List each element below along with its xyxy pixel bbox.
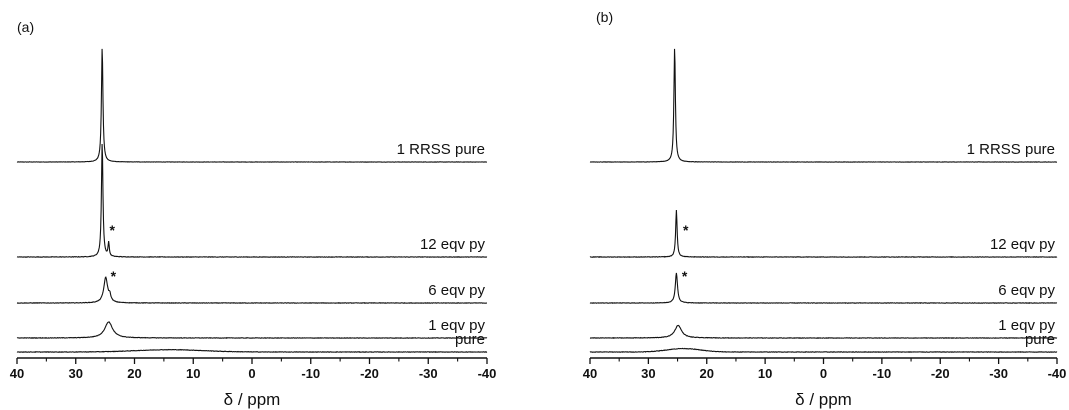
trace-label: 1 eqv py (998, 317, 1055, 334)
trace-label: pure (455, 331, 485, 348)
x-tick-label: 40 (583, 366, 597, 381)
spectrum-trace (16, 321, 488, 339)
trace-label: pure (1025, 331, 1055, 348)
x-axis-title: δ / ppm (224, 390, 281, 409)
trace-label: 1 eqv py (428, 317, 485, 334)
impurity-marker: * (682, 268, 688, 284)
x-tick-label: -20 (360, 366, 379, 381)
impurity-marker: * (109, 222, 115, 238)
panel-label: (b) (596, 9, 613, 25)
trace-label: 6 eqv py (428, 282, 485, 299)
impurity-marker: * (111, 268, 117, 284)
x-tick-label: -30 (989, 366, 1008, 381)
x-tick-label: 40 (10, 366, 24, 381)
panel-label: (a) (17, 19, 34, 35)
trace-label: 12 eqv py (990, 236, 1056, 253)
x-tick-label: -30 (419, 366, 438, 381)
spectrum-trace (16, 143, 488, 258)
x-tick-label: -40 (478, 366, 497, 381)
impurity-marker: * (683, 222, 689, 238)
x-tick-label: -40 (1048, 366, 1067, 381)
trace-label: 6 eqv py (998, 282, 1055, 299)
spectrum-panel-a: (a) 1 RRSS pure 12 eqv py * 6 eqv py * 1 eqv p… (10, 19, 497, 409)
spectrum-trace (589, 347, 1058, 354)
trace-label: 12 eqv py (420, 236, 486, 253)
x-tick-label: 0 (820, 366, 827, 381)
x-tick-label: 10 (758, 366, 772, 381)
x-tick-label: 20 (700, 366, 714, 381)
spectrum-panel-b: (b) 1 RRSS pure 12 eqv py * 6 eqv py * 1 eqv p… (583, 9, 1067, 409)
x-tick-label: -10 (872, 366, 891, 381)
x-tick-label: 30 (69, 366, 83, 381)
x-tick-label: -10 (301, 366, 320, 381)
trace-label: 1 RRSS pure (967, 141, 1055, 158)
x-tick-label: 10 (186, 366, 200, 381)
trace-label: 1 RRSS pure (397, 141, 485, 158)
spectrum-trace (589, 324, 1058, 339)
x-axis-title: δ / ppm (795, 390, 852, 409)
spectrum-trace (16, 48, 488, 163)
spectrum-trace (589, 48, 1058, 163)
spectrum-trace (16, 276, 488, 304)
x-tick-label: -20 (931, 366, 950, 381)
spectrum-trace (589, 210, 1058, 258)
x-tick-label: 0 (248, 366, 255, 381)
spectrum-trace (589, 272, 1058, 304)
x-tick-label: 20 (127, 366, 141, 381)
x-tick-label: 30 (641, 366, 655, 381)
spectrum-trace (16, 348, 488, 353)
